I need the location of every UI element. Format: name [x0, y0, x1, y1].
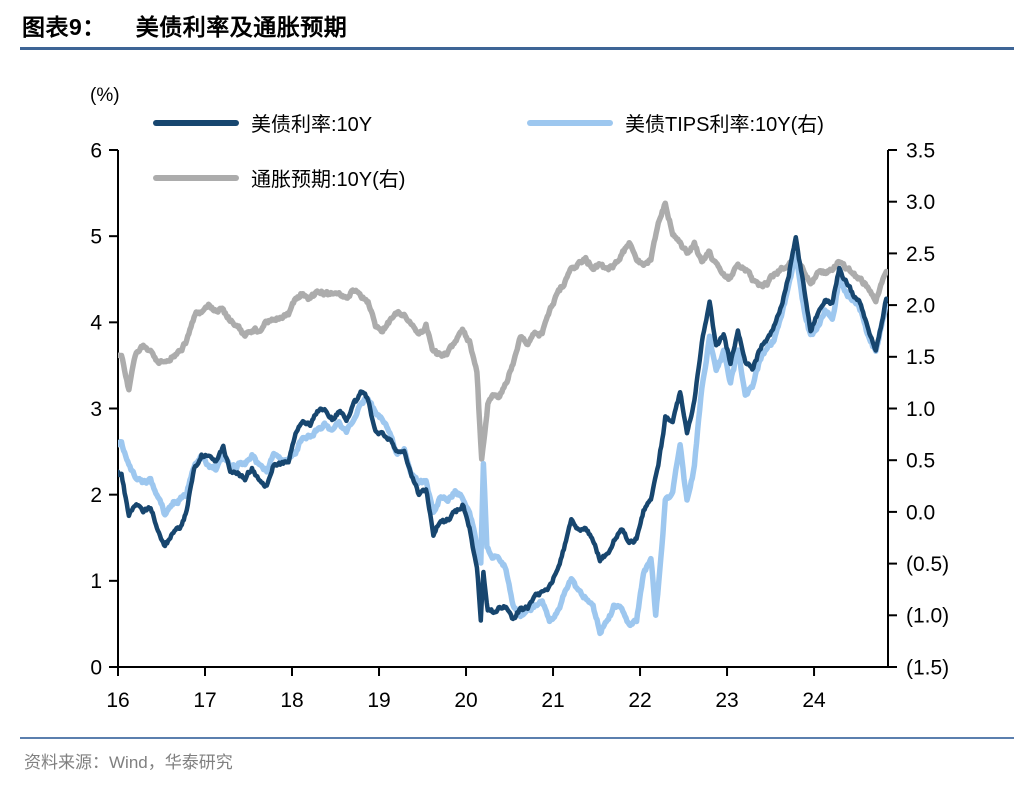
left-axis-tick-label: 0	[90, 656, 102, 679]
x-axis-tick-label: 23	[715, 689, 738, 712]
x-axis-tick-label: 18	[280, 689, 303, 712]
x-axis-tick-label: 24	[802, 689, 826, 712]
legend-swatch-tips-10y	[527, 119, 613, 126]
y-axis-unit-label: (%)	[90, 85, 120, 106]
source-divider-rule	[20, 737, 1014, 739]
title-underline-rule	[20, 47, 1014, 50]
legend-label-tips-10y: 美债TIPS利率:10Y(右)	[625, 114, 824, 136]
right-axis-tick-label: (1.0)	[906, 605, 949, 628]
right-axis-tick-label: 1.5	[906, 346, 935, 369]
x-axis-tick-label: 19	[367, 689, 390, 712]
series-line-0	[118, 234, 888, 623]
right-axis-tick-label: 0.5	[906, 450, 935, 473]
chart-plot-area: 65432103.53.02.52.01.51.00.50.0(0.5)(1.0…	[90, 139, 949, 712]
left-axis-tick-label: 4	[90, 312, 102, 335]
series-line-2	[118, 200, 888, 462]
legend-label-treasury-10y: 美债利率:10Y	[251, 114, 373, 136]
x-axis-tick-label: 17	[193, 689, 216, 712]
legend-item-treasury-10y: 美债利率:10Y	[153, 108, 372, 137]
right-axis-tick-label: 2.5	[906, 243, 935, 266]
x-axis-tick-label: 16	[106, 689, 129, 712]
x-axis-tick-label: 21	[541, 689, 564, 712]
x-axis-tick-label: 20	[454, 689, 477, 712]
left-axis-tick-label: 3	[90, 398, 102, 421]
legend-item-breakeven-10y: 通胀预期:10Y(右)	[153, 163, 405, 192]
right-axis-tick-label: 3.0	[906, 191, 935, 214]
left-axis-tick-label: 1	[90, 570, 102, 593]
left-axis-tick-label: 2	[90, 484, 102, 507]
right-axis-tick-label: 1.0	[906, 398, 935, 421]
legend-item-tips-10y: 美债TIPS利率:10Y(右)	[527, 108, 824, 137]
right-axis-tick-label: 0.0	[906, 501, 935, 524]
legend-swatch-treasury-10y	[153, 119, 239, 126]
legend-label-breakeven-10y: 通胀预期:10Y(右)	[251, 169, 406, 191]
right-axis-tick-label: 3.5	[906, 139, 935, 162]
right-axis-tick-label: (0.5)	[906, 553, 949, 576]
x-axis-tick-label: 22	[628, 689, 651, 712]
series-line-1	[118, 251, 888, 637]
figure-header: 图表9： 美债利率及通胀预期	[22, 8, 347, 42]
right-axis-tick-label: 2.0	[906, 294, 935, 317]
left-axis-tick-label: 5	[90, 226, 102, 249]
legend-swatch-breakeven-10y	[153, 174, 239, 181]
figure-title: 美债利率及通胀预期	[135, 14, 348, 40]
left-axis-tick-label: 6	[90, 139, 102, 162]
source-text: 资料来源：Wind，华泰研究	[24, 753, 233, 772]
figure-number-label: 图表9：	[22, 14, 106, 40]
right-axis-tick-label: (1.5)	[906, 656, 949, 679]
